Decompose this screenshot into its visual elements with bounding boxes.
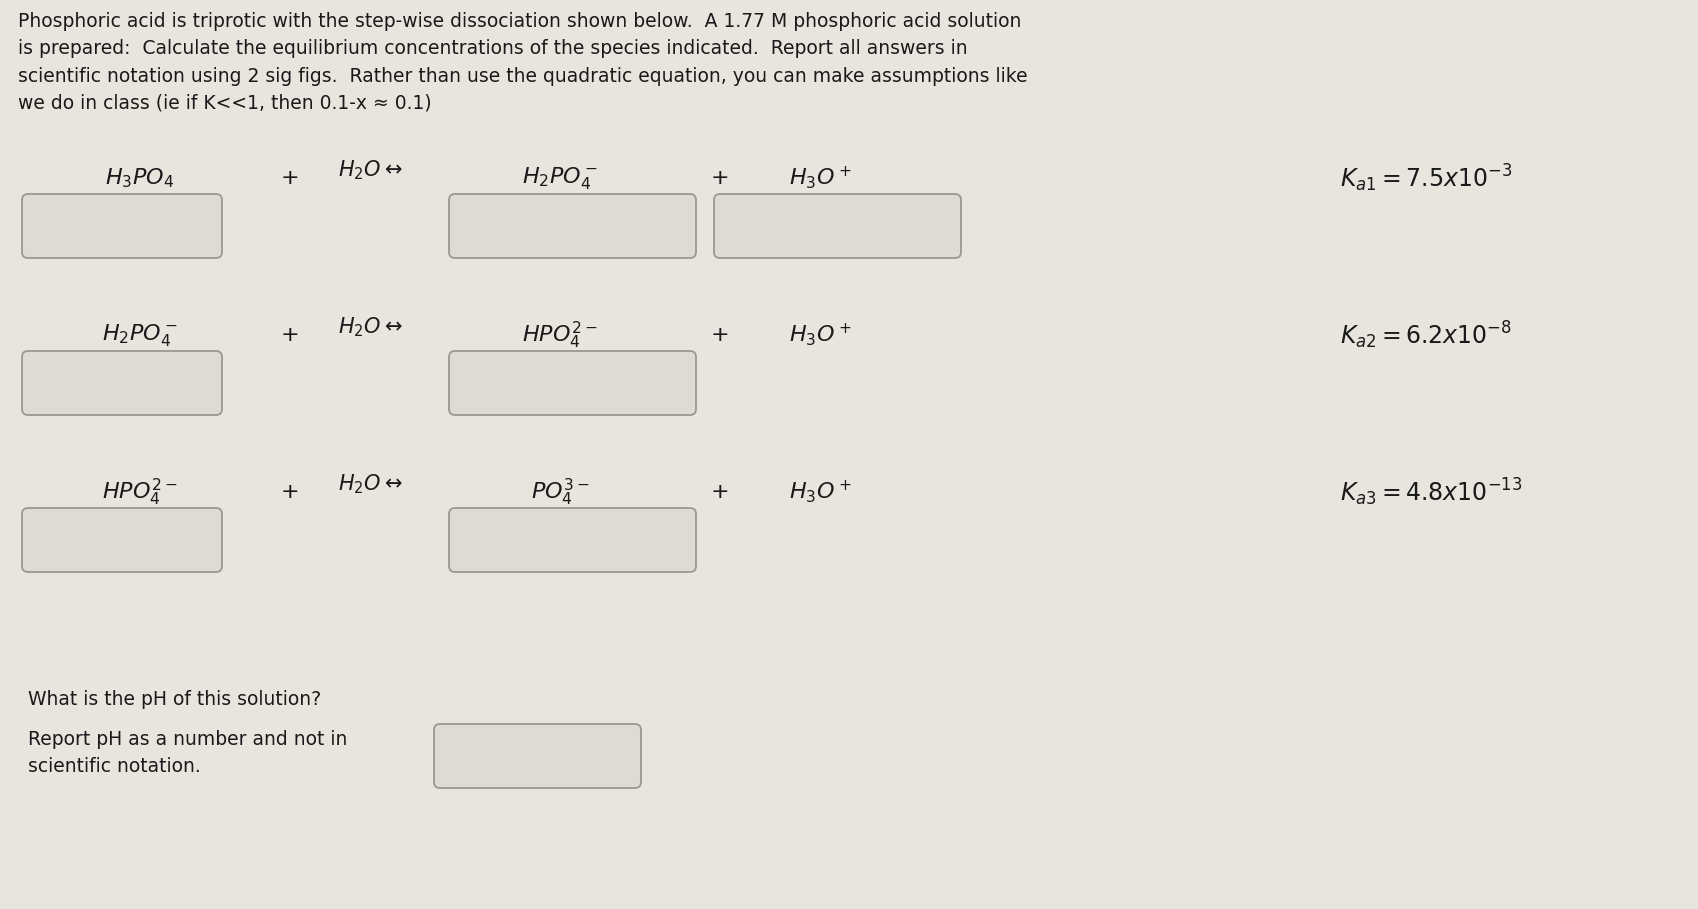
Text: $PO_4^{3-}$: $PO_4^{3-}$ <box>530 476 589 507</box>
Text: +: + <box>710 168 728 188</box>
FancyBboxPatch shape <box>448 351 696 415</box>
Text: +: + <box>280 168 299 188</box>
FancyBboxPatch shape <box>22 194 222 258</box>
FancyBboxPatch shape <box>448 194 696 258</box>
FancyBboxPatch shape <box>22 351 222 415</box>
Text: $K_{a2} = 6.2x10^{-8}$: $K_{a2} = 6.2x10^{-8}$ <box>1340 319 1511 351</box>
Text: $H_2O \leftrightarrow$: $H_2O \leftrightarrow$ <box>338 315 402 339</box>
Text: What is the pH of this solution?: What is the pH of this solution? <box>27 690 321 709</box>
Text: Report pH as a number and not in
scientific notation.: Report pH as a number and not in scienti… <box>27 730 346 776</box>
Text: $H_2O \leftrightarrow$: $H_2O \leftrightarrow$ <box>338 158 402 182</box>
Text: $H_2PO_4^-$: $H_2PO_4^-$ <box>102 322 178 348</box>
FancyBboxPatch shape <box>713 194 961 258</box>
Text: $K_{a1} = 7.5x10^{-3}$: $K_{a1} = 7.5x10^{-3}$ <box>1340 163 1511 194</box>
Text: $H_3O^+$: $H_3O^+$ <box>788 165 851 192</box>
Text: $H_2O \leftrightarrow$: $H_2O \leftrightarrow$ <box>338 472 402 495</box>
Text: +: + <box>710 325 728 345</box>
Text: $H_2PO_4^-$: $H_2PO_4^-$ <box>521 165 598 191</box>
Text: $H_3O^+$: $H_3O^+$ <box>788 322 851 348</box>
Text: $HPO_4^{2-}$: $HPO_4^{2-}$ <box>521 319 598 351</box>
FancyBboxPatch shape <box>448 508 696 572</box>
FancyBboxPatch shape <box>22 508 222 572</box>
Text: +: + <box>710 482 728 502</box>
FancyBboxPatch shape <box>433 724 640 788</box>
Text: +: + <box>280 325 299 345</box>
Text: $K_{a3} = 4.8x10^{-13}$: $K_{a3} = 4.8x10^{-13}$ <box>1340 476 1521 508</box>
Text: $H_3O^+$: $H_3O^+$ <box>788 478 851 505</box>
Text: $HPO_4^{2-}$: $HPO_4^{2-}$ <box>102 476 178 507</box>
Text: +: + <box>280 482 299 502</box>
Text: $H_3PO_4$: $H_3PO_4$ <box>105 166 175 190</box>
Text: Phosphoric acid is triprotic with the step-wise dissociation shown below.  A 1.7: Phosphoric acid is triprotic with the st… <box>19 12 1027 113</box>
